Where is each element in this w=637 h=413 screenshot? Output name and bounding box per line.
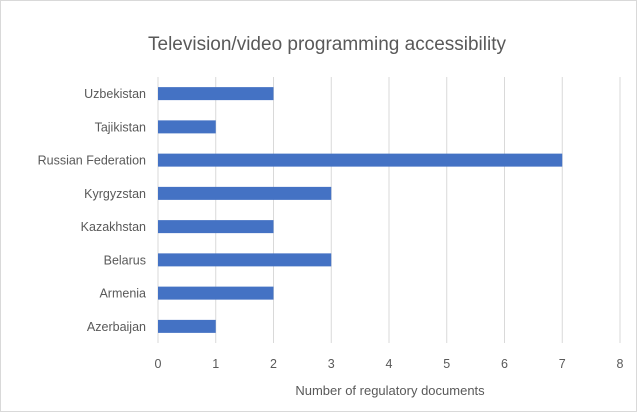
x-tick-label: 3 [328,357,335,371]
value-axis: 0 1 2 3 4 5 6 7 8 [155,357,624,371]
y-tick-label: Azerbaijan [87,320,146,334]
x-tick-label: 1 [212,357,219,371]
y-tick-label: Tajikistan [95,120,146,134]
bars [158,87,563,333]
category-axis: Uzbekistan Tajikistan Russian Federation Ky… [38,87,146,334]
chart-title: Television/video programming accessibili… [148,34,506,55]
bar-kazakhstan [158,220,274,234]
bar-azerbaijan [158,319,216,333]
x-tick-label: 0 [155,357,162,371]
bar-belarus [158,253,332,267]
x-tick-label: 2 [270,357,277,371]
y-tick-label: Uzbekistan [84,87,146,101]
x-tick-label: 6 [501,357,508,371]
bar-russian-federation [158,153,563,167]
bar-uzbekistan [158,87,274,101]
x-tick-label: 4 [386,357,393,371]
y-tick-label: Kazakhstan [81,220,146,234]
bar-armenia [158,286,274,300]
gridlines [157,77,621,343]
bar-tajikistan [158,120,216,134]
x-tick-label: 8 [617,357,624,371]
y-tick-label: Armenia [99,287,146,301]
bar-kyrgyzstan [158,186,332,200]
y-tick-label: Belarus [104,253,146,267]
y-tick-label: Kyrgyzstan [84,187,146,201]
y-tick-label: Russian Federation [38,154,146,168]
x-tick-label: 5 [443,357,450,371]
x-tick-label: 7 [559,357,566,371]
x-axis-title: Number of regulatory documents [295,383,485,398]
